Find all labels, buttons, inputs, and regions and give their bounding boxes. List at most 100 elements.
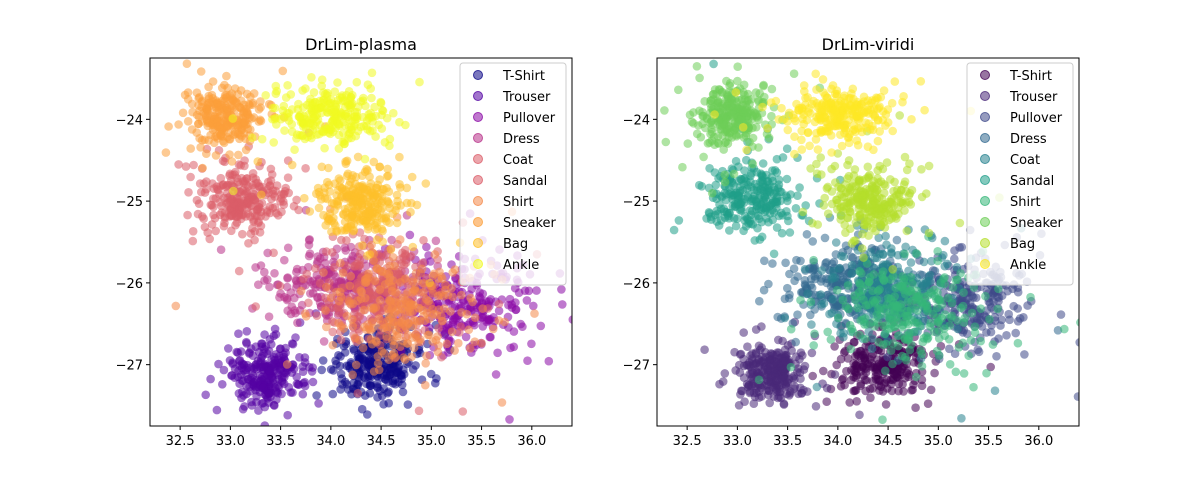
scatter-point: [373, 359, 383, 368]
scatter-point: [855, 267, 864, 276]
scatter-point: [886, 319, 896, 329]
scatter-point: [258, 398, 268, 408]
scatter-point: [250, 378, 259, 387]
scatter-point: [470, 337, 480, 347]
scatter-point: [317, 195, 326, 204]
scatter-point: [415, 77, 424, 87]
scatter-point: [370, 276, 380, 286]
scatter-point: [259, 383, 268, 393]
scatter-point: [350, 121, 359, 131]
scatter-point: [1013, 283, 1023, 293]
scatter-point: [256, 97, 265, 106]
scatter-point: [830, 342, 839, 351]
scatter-point: [334, 120, 344, 129]
scatter-point: [346, 212, 355, 222]
scatter-point: [328, 327, 338, 337]
scatter-point: [306, 131, 316, 140]
scatter-point: [231, 220, 240, 230]
scatter-point: [337, 192, 346, 201]
scatter-point: [404, 318, 413, 328]
scatter-point: [494, 299, 504, 309]
scatter-point: [270, 324, 280, 334]
scatter-point: [900, 249, 909, 259]
scatter-point: [192, 88, 202, 97]
scatter-point: [338, 137, 347, 147]
scatter-point: [739, 80, 749, 90]
scatter-point: [855, 410, 864, 420]
scatter-point: [422, 242, 431, 252]
scatter-point: [313, 252, 323, 261]
scatter-point: [340, 225, 350, 235]
scatter-point: [701, 123, 710, 133]
scatter-point: [764, 386, 774, 395]
scatter-point: [399, 353, 408, 362]
scatter-point: [348, 322, 358, 331]
scatter-point: [751, 122, 761, 132]
scatter-point: [349, 344, 358, 354]
scatter-point: [366, 379, 375, 388]
scatter-point: [369, 303, 378, 313]
scatter-point: [955, 243, 964, 252]
scatter-point: [817, 300, 826, 309]
scatter-point: [955, 218, 965, 228]
scatter-point: [312, 391, 321, 400]
scatter-point: [204, 91, 213, 101]
legend-marker: [473, 70, 483, 80]
scatter-point: [781, 258, 790, 268]
scatter-point: [735, 360, 744, 370]
scatter-point: [348, 315, 357, 324]
scatter-point: [253, 280, 263, 290]
scatter-point: [846, 224, 855, 233]
scatter-point: [750, 236, 760, 245]
scatter-point: [286, 288, 296, 297]
x-axis: 32.5 33.0 33.5 34.0 34.5 35.0 35.5 36.0: [166, 426, 546, 449]
scatter-point: [907, 340, 916, 349]
scatter-point: [493, 348, 502, 358]
scatter-point: [365, 126, 375, 136]
scatter-points: [161, 59, 572, 426]
scatter-point: [1002, 331, 1011, 340]
scatter-point: [489, 324, 498, 334]
scatter-point: [328, 117, 337, 126]
scatter-point: [734, 401, 744, 410]
scatter-point: [335, 176, 345, 185]
scatter-point: [434, 323, 443, 333]
scatter-point: [390, 308, 399, 318]
scatter-point: [837, 251, 846, 261]
scatter-point: [871, 198, 880, 208]
scatter-point: [791, 337, 800, 347]
scatter-point: [841, 302, 851, 311]
scatter-point: [933, 256, 942, 266]
x-tick-label: 35.5: [467, 434, 496, 449]
scatter-point: [223, 83, 232, 93]
scatter-point: [393, 196, 402, 206]
scatter-point: [757, 232, 767, 242]
scatter-point: [660, 106, 669, 115]
scatter-point: [284, 108, 294, 118]
scatter-point: [305, 235, 314, 244]
scatter-point: [893, 250, 903, 260]
scatter-point: [536, 321, 546, 331]
scatter-point: [967, 308, 977, 318]
legend: T-ShirtTrouserPulloverDressCoatSandalShi…: [459, 62, 567, 286]
scatter-point: [951, 367, 961, 377]
scatter-point: [689, 108, 698, 117]
scatter-point: [233, 372, 243, 382]
scatter-point: [251, 211, 260, 221]
scatter-point: [785, 228, 795, 237]
scatter-point: [901, 355, 911, 365]
scatter-point: [407, 172, 417, 182]
scatter-point: [867, 344, 877, 354]
scatter-point: [907, 386, 916, 395]
scatter-point: [211, 194, 221, 203]
scatter-point: [287, 120, 297, 129]
scatter-point: [287, 160, 297, 170]
scatter-point: [431, 236, 441, 246]
scatter-point: [298, 131, 308, 140]
scatter-point: [976, 304, 986, 314]
scatter-point: [940, 236, 950, 246]
scatter-point: [870, 253, 880, 263]
scatter-point: [345, 128, 355, 138]
scatter-point: [196, 67, 206, 76]
